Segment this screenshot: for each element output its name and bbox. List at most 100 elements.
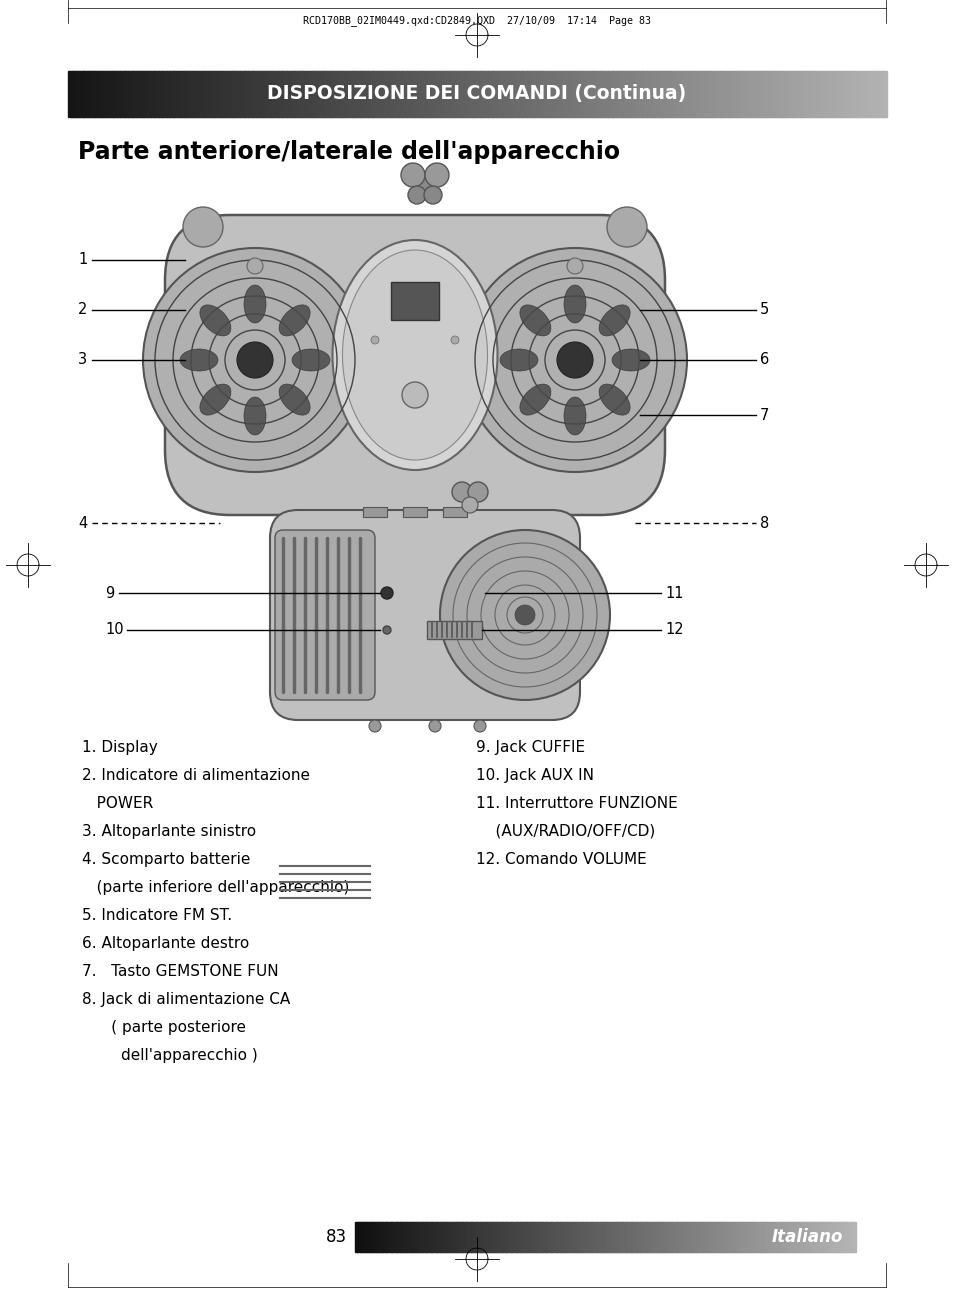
Bar (837, 1222, 841, 1252)
Bar (877, 71, 881, 117)
Bar (747, 1222, 750, 1252)
Bar (736, 71, 739, 117)
Bar (575, 1222, 578, 1252)
Bar (760, 71, 763, 117)
Bar (619, 1222, 623, 1252)
Bar (82, 71, 85, 117)
Bar (311, 71, 314, 117)
Bar (530, 1222, 533, 1252)
Bar (846, 1222, 850, 1252)
Bar (73, 71, 77, 117)
Text: ( parte posteriore: ( parte posteriore (82, 1020, 246, 1035)
Bar (708, 71, 712, 117)
Bar (579, 1222, 583, 1252)
Bar (760, 1222, 762, 1252)
Bar (484, 1222, 488, 1252)
Ellipse shape (519, 385, 550, 416)
Bar (251, 71, 254, 117)
Bar (378, 71, 382, 117)
Bar (76, 71, 80, 117)
Bar (874, 71, 878, 117)
Bar (470, 1222, 473, 1252)
Bar (368, 71, 372, 117)
Bar (801, 1222, 805, 1252)
Bar (550, 71, 554, 117)
Bar (449, 71, 453, 117)
Bar (820, 1222, 822, 1252)
Bar (517, 1222, 520, 1252)
Circle shape (236, 342, 273, 378)
Bar (604, 71, 608, 117)
Bar (786, 1222, 790, 1252)
Bar (780, 1222, 782, 1252)
Bar (670, 71, 674, 117)
Bar (525, 71, 529, 117)
Bar (794, 1222, 798, 1252)
Bar (294, 71, 297, 117)
Bar (160, 71, 164, 117)
Bar (507, 1222, 511, 1252)
Bar (427, 1222, 431, 1252)
Bar (832, 1222, 835, 1252)
Bar (769, 1222, 773, 1252)
Bar (654, 71, 658, 117)
Bar (318, 71, 322, 117)
Bar (664, 71, 668, 117)
Bar (765, 71, 769, 117)
Bar (397, 1222, 400, 1252)
Bar (564, 1222, 568, 1252)
Bar (196, 71, 200, 117)
Bar (422, 71, 426, 117)
Bar (781, 1222, 785, 1252)
Bar (852, 71, 856, 117)
Bar (627, 1222, 630, 1252)
Bar (395, 1222, 398, 1252)
Bar (637, 1222, 640, 1252)
Bar (405, 1222, 408, 1252)
Bar (444, 71, 448, 117)
Bar (289, 71, 293, 117)
Bar (409, 71, 412, 117)
Bar (122, 71, 126, 117)
Bar (261, 71, 265, 117)
Bar (702, 71, 706, 117)
Bar (826, 1222, 830, 1252)
Bar (647, 1222, 650, 1252)
Bar (188, 71, 192, 117)
Bar (595, 1222, 598, 1252)
Bar (632, 1222, 636, 1252)
Bar (330, 71, 334, 117)
Bar (707, 1222, 710, 1252)
Bar (624, 1222, 628, 1252)
Bar (120, 71, 123, 117)
Bar (362, 71, 366, 117)
Bar (714, 1222, 718, 1252)
Bar (801, 71, 804, 117)
Bar (623, 71, 627, 117)
Bar (677, 1222, 680, 1252)
Circle shape (380, 587, 393, 600)
Text: 9: 9 (105, 585, 114, 601)
Bar (283, 71, 287, 117)
Bar (485, 71, 488, 117)
Bar (659, 1222, 662, 1252)
Bar (684, 1222, 688, 1252)
Bar (588, 71, 592, 117)
Text: 5. Indicatore FM ST.: 5. Indicatore FM ST. (82, 908, 232, 923)
Bar (452, 1222, 456, 1252)
Bar (447, 71, 450, 117)
Bar (779, 71, 782, 117)
Bar (253, 71, 257, 117)
Bar (92, 71, 96, 117)
Bar (522, 1222, 525, 1252)
Bar (410, 1222, 413, 1252)
Bar (232, 71, 235, 117)
Text: dell'apparecchio ): dell'apparecchio ) (82, 1048, 257, 1063)
Bar (234, 71, 238, 117)
Bar (825, 71, 829, 117)
Bar (422, 1222, 426, 1252)
Bar (797, 1222, 801, 1252)
Bar (814, 71, 818, 117)
Bar (542, 71, 546, 117)
Bar (852, 1222, 855, 1252)
